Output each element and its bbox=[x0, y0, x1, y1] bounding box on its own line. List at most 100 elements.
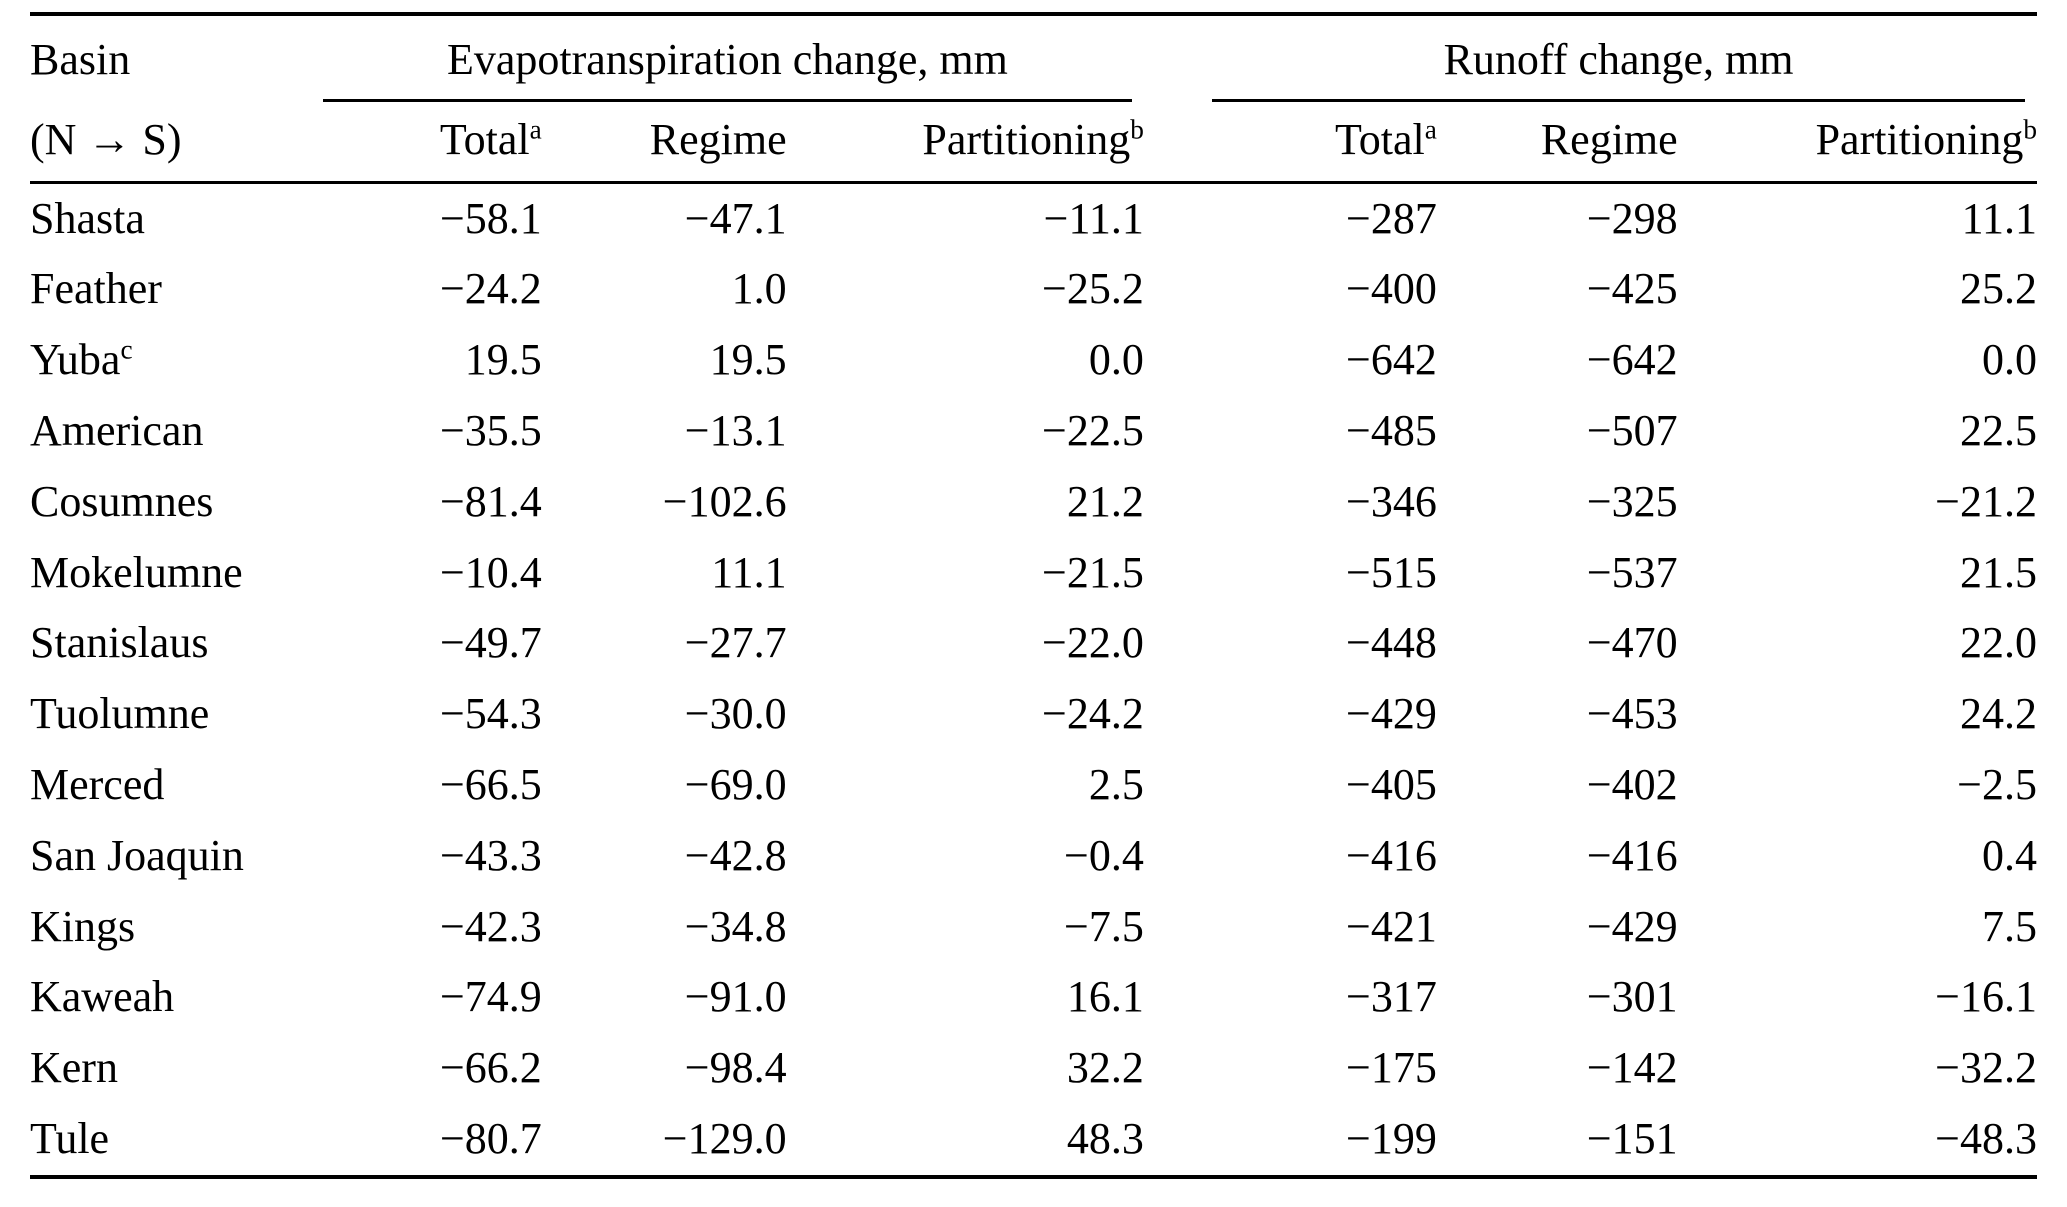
table-row: Shasta −58.1 −47.1 −11.1 −287 −298 11.1 bbox=[30, 182, 2037, 254]
basin-name: Kaweah bbox=[30, 972, 175, 1022]
basin-name: Yuba bbox=[30, 335, 121, 385]
value-cell: −58.1 bbox=[439, 193, 542, 243]
value-cell: −22.0 bbox=[1042, 618, 1144, 668]
spacer-cell bbox=[1144, 892, 1200, 963]
value-cell: −80.7 bbox=[439, 1113, 542, 1163]
value-cell: −287 bbox=[1346, 193, 1437, 243]
table-row: Feather −24.2 1.0 −25.2 −400 −425 25.2 bbox=[30, 254, 2037, 325]
value-cell: 32.2 bbox=[1066, 1043, 1144, 1093]
col-header-label: Regime bbox=[1540, 114, 1678, 164]
table-row: Cosumnes −81.4 −102.6 21.2 −346 −325 −21… bbox=[30, 467, 2037, 538]
basin-cell: Mokelumne bbox=[30, 538, 311, 609]
col-header-label: Partitioning bbox=[922, 114, 1131, 164]
spacer-cell bbox=[1144, 962, 1200, 1033]
table-row: American −35.5 −13.1 −22.5 −485 −507 22.… bbox=[30, 396, 2037, 467]
value-cell: −22.5 bbox=[1042, 405, 1144, 455]
value-cell: 48.3 bbox=[1066, 1113, 1144, 1163]
footnote-marker: b bbox=[1130, 114, 1144, 145]
value-cell: 11.1 bbox=[711, 547, 787, 597]
basin-header-line2: (N → S) bbox=[30, 101, 311, 184]
value-cell: −13.1 bbox=[684, 405, 787, 455]
value-cell: 11.1 bbox=[1961, 193, 2037, 243]
value-cell: −21.2 bbox=[1935, 476, 2037, 526]
basin-name: Feather bbox=[30, 264, 162, 314]
col-header-runoff-regime: Regime bbox=[1436, 101, 1678, 184]
basin-cell: San Joaquin bbox=[30, 821, 311, 892]
col-header-label: Total bbox=[439, 114, 530, 164]
footnote-marker: a bbox=[529, 114, 542, 145]
value-cell: 0.0 bbox=[1982, 335, 2037, 385]
value-cell: −346 bbox=[1346, 476, 1437, 526]
value-cell: −16.1 bbox=[1935, 972, 2037, 1022]
basin-header-line1: Basin bbox=[30, 35, 131, 84]
table-row: Kings −42.3 −34.8 −7.5 −421 −429 7.5 bbox=[30, 892, 2037, 963]
value-cell: −43.3 bbox=[439, 830, 542, 880]
basin-name: Shasta bbox=[30, 193, 145, 243]
subheader-row: (N → S) Totala Regime Partitioningb Tota… bbox=[30, 101, 2037, 184]
basin-name: Mokelumne bbox=[30, 547, 243, 597]
spacer-cell bbox=[1144, 1033, 1200, 1104]
basin-name: American bbox=[30, 405, 204, 455]
column-gap bbox=[1144, 14, 1200, 102]
value-cell: −301 bbox=[1586, 972, 1678, 1022]
basin-name: Cosumnes bbox=[30, 476, 214, 526]
spacer-cell bbox=[1144, 821, 1200, 892]
value-cell: 2.5 bbox=[1088, 759, 1144, 809]
spacer-cell bbox=[1144, 467, 1200, 538]
value-cell: −416 bbox=[1586, 830, 1678, 880]
runoff-group-label: Runoff change, mm bbox=[1443, 35, 1794, 84]
evapotranspiration-group-header: Evapotranspiration change, mm bbox=[311, 14, 1144, 102]
spacer-cell bbox=[1144, 538, 1200, 609]
value-cell: 1.0 bbox=[731, 264, 787, 314]
value-cell: 7.5 bbox=[1982, 901, 2037, 951]
value-cell: 0.4 bbox=[1982, 830, 2037, 880]
value-cell: −151 bbox=[1586, 1113, 1678, 1163]
col-header-label: Partitioning bbox=[1815, 114, 2024, 164]
col-header-et-regime: Regime bbox=[541, 101, 787, 184]
basin-cell: Cosumnes bbox=[30, 467, 311, 538]
value-cell: −24.2 bbox=[439, 264, 542, 314]
value-cell: −129.0 bbox=[662, 1113, 787, 1163]
value-cell: −7.5 bbox=[1064, 901, 1144, 951]
basin-cell: Tuolumne bbox=[30, 679, 311, 750]
table-row: Yubac 19.5 19.5 0.0 −642 −642 0.0 bbox=[30, 325, 2037, 396]
spacer-cell bbox=[1144, 608, 1200, 679]
table-row: Kern −66.2 −98.4 32.2 −175 −142 −32.2 bbox=[30, 1033, 2037, 1104]
value-cell: −325 bbox=[1586, 476, 1678, 526]
basin-name: Kern bbox=[30, 1043, 118, 1093]
basin-cell: Tule bbox=[30, 1104, 311, 1177]
value-cell: −69.0 bbox=[684, 759, 787, 809]
value-cell: −470 bbox=[1586, 618, 1678, 668]
basin-cell: Yubac bbox=[30, 325, 311, 396]
table-row: Tuolumne −54.3 −30.0 −24.2 −429 −453 24.… bbox=[30, 679, 2037, 750]
basin-name: Tule bbox=[30, 1113, 110, 1163]
value-cell: 24.2 bbox=[1960, 689, 2037, 739]
value-cell: −98.4 bbox=[684, 1043, 787, 1093]
basin-cell: Feather bbox=[30, 254, 311, 325]
value-cell: −10.4 bbox=[439, 547, 542, 597]
spacer-cell bbox=[1144, 396, 1200, 467]
value-cell: −400 bbox=[1346, 264, 1437, 314]
value-cell: −429 bbox=[1586, 901, 1678, 951]
col-header-label: Regime bbox=[649, 114, 787, 164]
value-cell: −48.3 bbox=[1935, 1113, 2037, 1163]
value-cell: 16.1 bbox=[1066, 972, 1144, 1022]
value-cell: −425 bbox=[1586, 264, 1678, 314]
value-cell: 19.5 bbox=[709, 335, 787, 385]
value-cell: 19.5 bbox=[464, 335, 542, 385]
value-cell: −42.8 bbox=[684, 830, 787, 880]
table-row: Mokelumne −10.4 11.1 −21.5 −515 −537 21.… bbox=[30, 538, 2037, 609]
footnote-marker: b bbox=[2023, 114, 2037, 145]
spacer-cell bbox=[1144, 750, 1200, 821]
value-cell: −317 bbox=[1346, 972, 1437, 1022]
group-header-row: Basin Evapotranspiration change, mm Runo… bbox=[30, 14, 2037, 102]
table-row: San Joaquin −43.3 −42.8 −0.4 −416 −416 0… bbox=[30, 821, 2037, 892]
value-cell: −199 bbox=[1346, 1113, 1437, 1163]
value-cell: −2.5 bbox=[1957, 759, 2037, 809]
et-group-rule: Evapotranspiration change, mm bbox=[322, 34, 1132, 102]
basin-name: Merced bbox=[30, 759, 165, 809]
value-cell: −175 bbox=[1346, 1043, 1437, 1093]
value-cell: −35.5 bbox=[439, 405, 542, 455]
value-cell: −142 bbox=[1586, 1043, 1678, 1093]
